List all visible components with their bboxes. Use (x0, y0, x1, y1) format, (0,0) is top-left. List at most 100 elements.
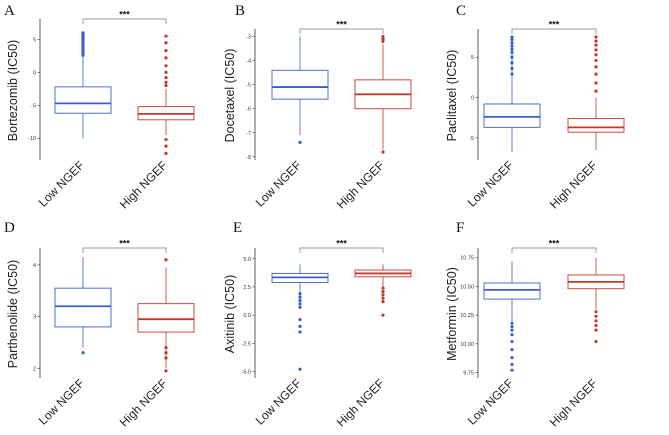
x-tick-label: High NGEF (117, 158, 170, 211)
x-tick-label: High NGEF (547, 158, 600, 211)
x-tick-label: Low NGEF (36, 158, 87, 209)
outlier-point (510, 356, 514, 360)
y-tick-label: -7 (246, 131, 251, 137)
outlier-point (164, 83, 168, 88)
panel-f: F 10.75 10.50 10.25 10.00 9.75 Metformin (IC50… (445, 220, 625, 430)
outlier-point (594, 319, 598, 323)
y-tick-label: 4 (33, 263, 36, 269)
panel-letter: C (456, 3, 466, 19)
outlier-point (381, 35, 385, 39)
outlier-point (594, 43, 598, 47)
outlier-point (510, 35, 514, 39)
outlier-point (164, 356, 168, 360)
outlier-point (164, 41, 168, 45)
outlier-point (510, 37, 514, 42)
x-tick-label: Low NGEF (465, 158, 516, 209)
panel-d: D 4 3 2 Parthenolide (IC50) *** Low NGEF High N… (4, 220, 195, 430)
outlier-point (381, 300, 385, 304)
outlier-point (594, 65, 598, 69)
panel-c: C 5 0 -5 Paclitaxel (IC50) *** Low NGEF High NG… (445, 3, 625, 212)
box-iqr (483, 103, 541, 128)
box-iqr (483, 282, 541, 300)
outlier-point (81, 351, 85, 355)
outlier-point (81, 31, 85, 35)
outlier-point (594, 81, 598, 85)
outlier-point (594, 48, 598, 52)
outlier-point (510, 347, 514, 352)
outlier-point (510, 72, 514, 76)
panel-e: E 5.0 2.5 0.0 -2.5 -5.0 Axitinib (IC50) *** Low … (223, 220, 412, 430)
box-low-ngef (54, 257, 112, 355)
x-tick-label: High NGEF (334, 158, 387, 211)
outlier-point (594, 53, 598, 57)
y-tick-label: 5 (33, 37, 36, 43)
outlier-point (381, 286, 385, 290)
y-tick-label: 9.75 (463, 371, 474, 377)
y-tick-label: 10.75 (460, 256, 474, 262)
significance-label: *** (549, 239, 560, 249)
outlier-point (164, 258, 168, 262)
y-tick-label: -6 (246, 107, 251, 113)
outlier-point (298, 318, 302, 322)
panel-letter: D (4, 220, 15, 236)
outlier-point (510, 47, 514, 51)
outlier-point (594, 39, 598, 43)
y-tick-label: 5.0 (243, 257, 251, 263)
y-axis-label: Bortezomib (IC50) (6, 40, 20, 141)
outlier-point (594, 323, 598, 328)
significance-label: *** (336, 239, 347, 249)
outlier-point (381, 37, 385, 41)
box-high-ngef (567, 257, 625, 344)
significance-bracket (511, 247, 597, 253)
outlier-point (510, 362, 514, 367)
outlier-point (298, 367, 302, 371)
y-tick-label: 10.00 (460, 342, 474, 348)
box-iqr (54, 86, 112, 114)
outlier-point (298, 324, 302, 328)
y-tick-label: 2 (33, 366, 36, 372)
x-tick-label: High NGEF (547, 376, 600, 429)
outlier-point (164, 49, 168, 53)
y-tick-label: -5 (469, 136, 474, 142)
outlier-point (381, 296, 385, 300)
y-tick-label: 2.5 (243, 285, 251, 291)
outlier-point (510, 325, 514, 329)
outlier-point (164, 64, 168, 68)
y-axis-label: Metformin (IC50) (445, 267, 459, 361)
outlier-point (594, 314, 598, 318)
outlier-point (594, 310, 598, 314)
x-tick-label: Low NGEF (253, 158, 304, 209)
y-tick-label: 0.0 (243, 313, 251, 319)
box-high-ngef (567, 35, 625, 150)
outlier-point (164, 34, 168, 38)
y-tick-label: -10 (28, 136, 36, 142)
box-high-ngef (137, 258, 195, 373)
y-axis-label: Axitinib (IC50) (223, 275, 237, 354)
significance-label: *** (119, 239, 130, 249)
outlier-point (381, 293, 385, 297)
box-low-ngef (483, 35, 541, 153)
outlier-point (510, 55, 514, 59)
box-low-ngef (271, 264, 329, 371)
y-tick-label: 10.25 (460, 313, 474, 319)
y-tick-label: -3 (246, 35, 251, 41)
outlier-point (164, 80, 168, 84)
significance-bracket (511, 28, 597, 34)
significance-label: *** (119, 10, 130, 20)
outlier-point (164, 144, 168, 148)
y-tick-label: -4 (246, 59, 251, 65)
panel-a: A 5 0 -5 -10 Bortezomib (IC50) *** Low NGEF High… (4, 3, 195, 212)
outlier-point (510, 61, 514, 65)
y-tick-label: -8 (246, 155, 251, 161)
y-tick-label: 10.50 (460, 284, 474, 290)
box-high-ngef (354, 264, 412, 317)
outlier-point (298, 140, 302, 144)
significance-label: *** (336, 20, 347, 30)
box-high-ngef (137, 34, 195, 155)
outlier-point (164, 56, 168, 60)
outlier-point (298, 330, 302, 334)
outlier-point (510, 328, 514, 332)
outlier-point (510, 333, 514, 337)
outlier-point (510, 44, 514, 48)
